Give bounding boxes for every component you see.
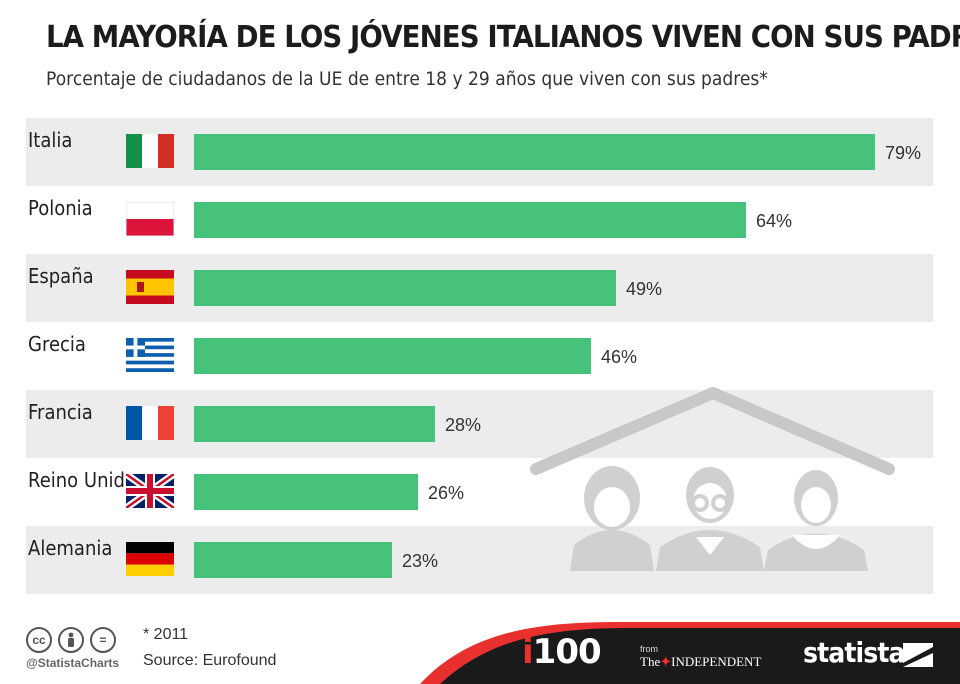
footer-banner bbox=[420, 622, 960, 684]
data-label: 79% bbox=[885, 143, 922, 163]
house-roof-icon bbox=[530, 387, 895, 475]
spain-flag-icon bbox=[126, 270, 174, 304]
italy-flag-icon bbox=[126, 134, 174, 168]
category-label: Alemania bbox=[28, 536, 113, 560]
footnote: * 2011 bbox=[143, 626, 189, 643]
data-label: 46% bbox=[601, 347, 638, 367]
bar bbox=[194, 542, 392, 578]
license-icons: cc = bbox=[26, 627, 116, 653]
category-label: Italia bbox=[28, 128, 73, 152]
poland-flag-icon bbox=[125, 201, 175, 237]
uk-flag-icon bbox=[123, 471, 177, 511]
i100-logo[interactable]: i100 bbox=[522, 632, 602, 672]
category-label: Polonia bbox=[28, 196, 93, 220]
category-label: Reino Unido bbox=[28, 468, 136, 492]
category-label: España bbox=[28, 264, 94, 288]
data-label: 49% bbox=[626, 279, 663, 299]
bar bbox=[194, 406, 435, 442]
bar bbox=[194, 202, 746, 238]
category-label: Francia bbox=[28, 400, 93, 424]
statista-handle[interactable]: @StatistaCharts bbox=[26, 656, 120, 670]
france-flag-icon bbox=[126, 406, 174, 440]
bar bbox=[194, 474, 418, 510]
statista-logo-text[interactable]: statista bbox=[803, 636, 905, 669]
page-title: LA MAYORÍA DE LOS JÓVENES ITALIANOS VIVE… bbox=[46, 20, 960, 55]
data-label: 26% bbox=[428, 483, 465, 503]
bar bbox=[194, 134, 875, 170]
category-label: Grecia bbox=[28, 332, 86, 356]
data-label: 28% bbox=[445, 415, 482, 435]
statista-logo-icon bbox=[903, 643, 933, 667]
greece-flag-icon bbox=[126, 338, 174, 372]
source-note: Source: Eurofound bbox=[143, 652, 277, 669]
attribution-icon bbox=[58, 627, 84, 653]
no-derivatives-icon: = bbox=[90, 627, 116, 653]
page-subtitle: Porcentaje de ciudadanos de la UE de ent… bbox=[46, 68, 768, 90]
house-family-illustration bbox=[530, 387, 895, 571]
independent-logo[interactable]: The✦INDEPENDENT bbox=[640, 654, 762, 669]
creative-commons-icon: cc bbox=[26, 627, 52, 653]
germany-flag-icon bbox=[126, 542, 174, 576]
from-label: from bbox=[640, 644, 658, 654]
bar bbox=[194, 338, 591, 374]
eagle-icon: ✦ bbox=[660, 654, 672, 669]
bar bbox=[194, 270, 616, 306]
data-label: 64% bbox=[756, 211, 793, 231]
data-label: 23% bbox=[402, 551, 439, 571]
